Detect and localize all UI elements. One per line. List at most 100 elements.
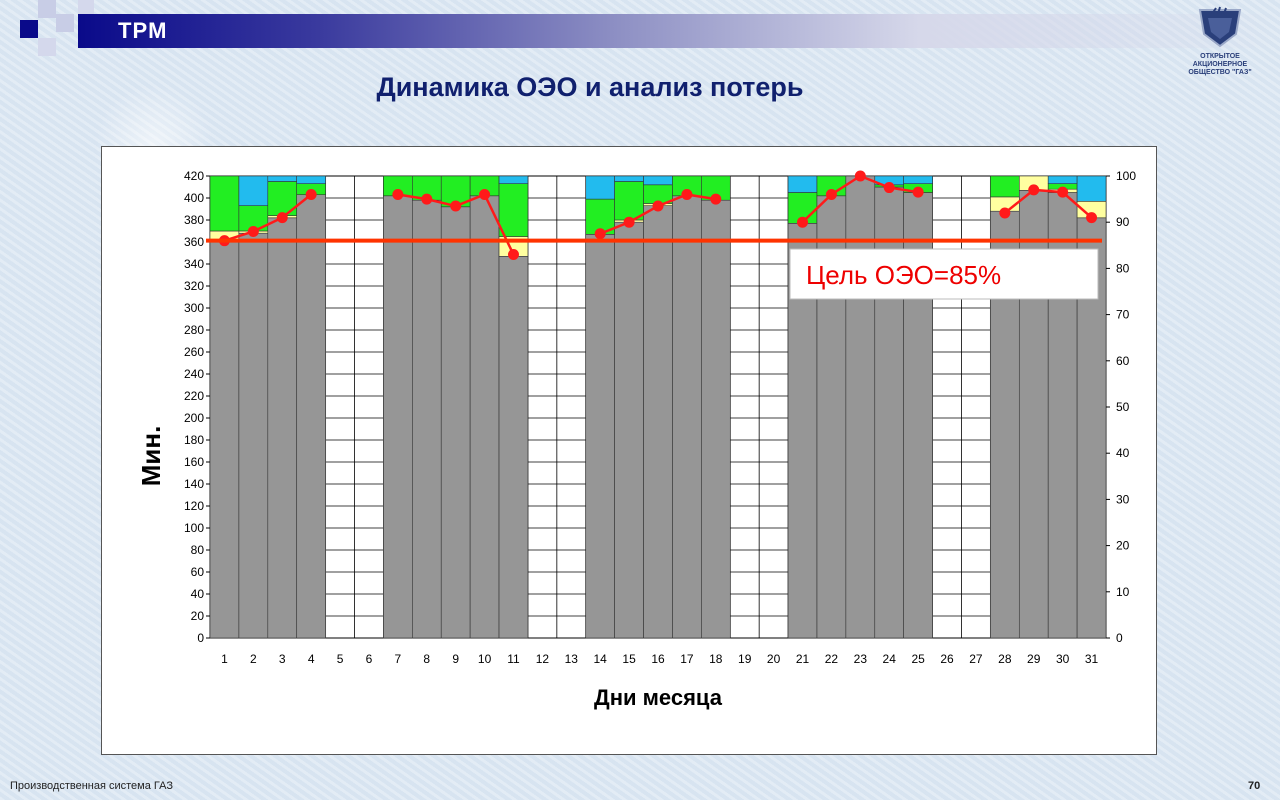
oee-point: [883, 182, 895, 194]
oee-point: [479, 188, 491, 200]
oee-point: [421, 193, 433, 205]
bar-segment: [296, 194, 326, 639]
bar-segment: [643, 205, 673, 639]
target-label: Цель ОЭО=85%: [806, 260, 1001, 290]
target-group: Цель ОЭО=85%: [206, 238, 1102, 300]
oee-point: [276, 212, 288, 224]
bar-segment: [1076, 175, 1107, 202]
logo-caption: ОТКРЫТОЕ АКЦИОНЕРНОЕ ОБЩЕСТВО "ГАЗ": [1188, 53, 1252, 76]
bar-segment: [585, 175, 615, 200]
oee-line: [218, 170, 1098, 261]
oee-point: [392, 188, 404, 200]
y-tick-label: 140: [184, 477, 204, 491]
y-tick-label: 200: [184, 411, 204, 425]
oee-point: [825, 188, 837, 200]
y2-tick-label: 50: [1116, 400, 1130, 414]
oee-line-segment: [801, 193, 833, 224]
x-tick-label: 17: [680, 652, 694, 666]
oee-line-segment: [628, 204, 659, 224]
oee-line-segment: [483, 193, 515, 256]
y-tick-label: 180: [184, 433, 204, 447]
x-tick-label: 2: [250, 652, 257, 666]
y-tick-label: 280: [184, 323, 204, 337]
bar-segment: [498, 256, 529, 639]
header-title: TPM: [118, 18, 168, 43]
bar-segment: [701, 199, 731, 639]
oee-point: [999, 207, 1011, 219]
y-tick-label: 80: [191, 543, 205, 557]
oee-line-segment: [830, 174, 861, 196]
y-tick-label: 320: [184, 279, 204, 293]
x-tick-label: 12: [536, 652, 550, 666]
oee-point: [594, 228, 606, 240]
x-tick-label: 21: [796, 652, 810, 666]
bar-segment: [267, 217, 298, 639]
x-tick-label: 23: [854, 652, 868, 666]
x-tick-label: 29: [1027, 652, 1041, 666]
bar-segment: [440, 206, 471, 639]
bar-segment: [209, 175, 240, 232]
x-tick-label: 25: [911, 652, 925, 666]
oee-point: [797, 216, 809, 228]
y-tick-label: 160: [184, 455, 204, 469]
y-tick-label: 20: [191, 609, 205, 623]
bar-segment: [643, 175, 673, 186]
x-tick-label: 5: [337, 652, 344, 666]
x-tick-label: 24: [883, 652, 897, 666]
x-tick-label: 22: [825, 652, 839, 666]
x-tick-label: 8: [423, 652, 430, 666]
y-tick-label: 420: [184, 169, 204, 183]
oee-point: [912, 186, 924, 198]
page-number: 70: [1248, 780, 1261, 792]
bar-segment: [238, 232, 269, 639]
page-title: Динамика ОЭО и анализ потерь: [376, 72, 804, 102]
bar-segment: [209, 239, 240, 639]
x-tick-label: 20: [767, 652, 781, 666]
oee-point: [854, 170, 866, 182]
bar-segment: [296, 175, 326, 184]
y-tick-label: 240: [184, 367, 204, 381]
oee-point: [305, 188, 317, 200]
bar-segment: [498, 183, 529, 237]
gaz-deer-icon: [1198, 6, 1242, 48]
oee-point: [710, 193, 722, 205]
bar-segment: [903, 175, 933, 184]
chart-panel: 0 20 40 60 80 100 120 140 160 180 200 220 240 260 280 3…: [101, 146, 1157, 755]
x-tick-label: 26: [940, 652, 954, 666]
oee-line-segment: [1004, 188, 1035, 214]
oee-point: [652, 200, 664, 212]
x-tick-label: 3: [279, 652, 286, 666]
oee-point: [1086, 212, 1098, 224]
bar-segment: [238, 175, 269, 207]
bar-segment: [383, 195, 413, 639]
oee-point: [1057, 186, 1069, 198]
header-bar: [78, 14, 1280, 48]
oee-point: [623, 216, 635, 228]
x-tick-label: 6: [366, 652, 373, 666]
company-logo: ОТКРЫТОЕ АКЦИОНЕРНОЕ ОБЩЕСТВО "ГАЗ": [1170, 4, 1270, 82]
x-tick-label: 11: [507, 652, 520, 666]
y2-tick-label: 90: [1116, 215, 1130, 229]
y-tick-label: 340: [184, 257, 204, 271]
x-tick-label: 10: [478, 652, 492, 666]
x-tick-label: 15: [622, 652, 636, 666]
y2-tick-label: 30: [1116, 492, 1130, 506]
bar-segment: [614, 175, 644, 182]
x-tick-label: 4: [308, 652, 315, 666]
bar-segment: [614, 221, 644, 639]
oee-chart: 0204060801001201401601802002202402602803…: [136, 169, 1136, 710]
oee-line-segment: [1061, 191, 1093, 219]
x-axis-label: Дни месяца: [594, 685, 723, 710]
x-tick-label: 31: [1085, 652, 1099, 666]
oee-point: [1028, 184, 1040, 196]
bar-segment: [469, 195, 500, 639]
y2-tick-label: 0: [1116, 631, 1123, 645]
bar-segment: [585, 234, 615, 639]
y2-tick-label: 100: [1116, 169, 1136, 183]
y-tick-label: 360: [184, 235, 204, 249]
y-tick-label: 380: [184, 213, 204, 227]
y-tick-label: 40: [191, 587, 205, 601]
x-tick-label: 18: [709, 652, 723, 666]
bar-segment: [990, 175, 1020, 198]
y-tick-label: 0: [197, 631, 204, 645]
